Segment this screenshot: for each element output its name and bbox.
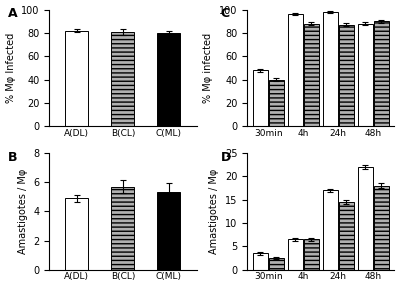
Bar <box>339 202 354 270</box>
Bar <box>269 258 284 270</box>
Bar <box>269 79 284 126</box>
Bar <box>65 30 88 126</box>
Bar <box>111 187 134 270</box>
Bar <box>374 186 389 270</box>
Bar <box>157 192 180 270</box>
Bar <box>157 33 180 126</box>
Text: D: D <box>221 151 231 164</box>
Text: B: B <box>8 151 18 164</box>
Bar <box>323 190 338 270</box>
Bar <box>339 25 354 126</box>
Y-axis label: % Mφ Infected: % Mφ Infected <box>6 33 16 103</box>
Text: A: A <box>8 7 18 20</box>
Bar <box>323 12 338 126</box>
Bar <box>304 239 319 270</box>
Y-axis label: Amastigotes / Mφ: Amastigotes / Mφ <box>209 169 219 254</box>
Bar <box>358 167 373 270</box>
Bar <box>65 198 88 270</box>
Bar <box>358 24 373 126</box>
Y-axis label: % Mφ infected: % Mφ infected <box>204 33 214 103</box>
Bar <box>111 32 134 126</box>
Text: C: C <box>221 7 230 20</box>
Bar <box>288 14 303 126</box>
Y-axis label: Amastigotes / Mφ: Amastigotes / Mφ <box>18 169 28 254</box>
Bar <box>288 239 303 270</box>
Bar <box>253 253 268 270</box>
Bar <box>304 24 319 126</box>
Bar <box>253 70 268 126</box>
Bar <box>374 21 389 126</box>
